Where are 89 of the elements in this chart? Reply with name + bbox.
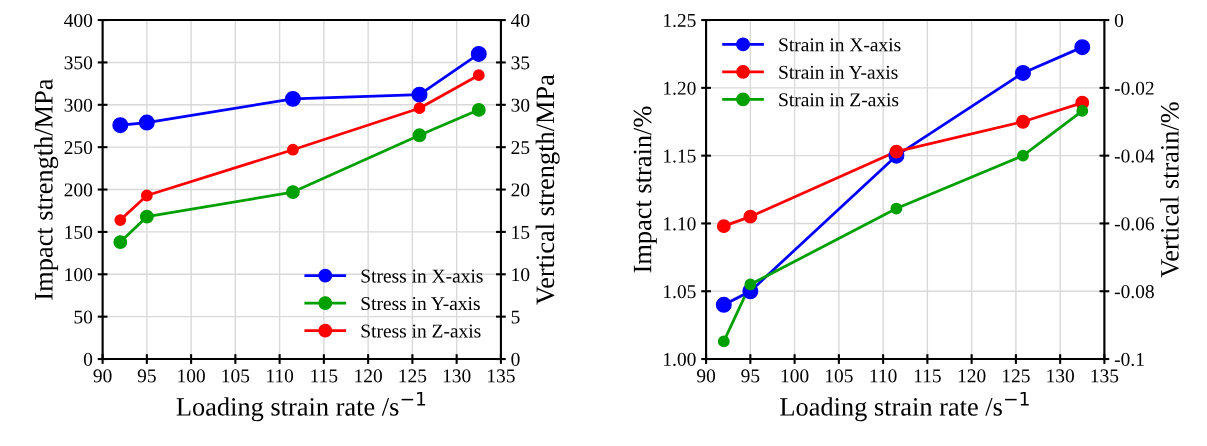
x-tick-label: 110: [267, 369, 294, 383]
legend-label: Strain in Y-axis: [779, 65, 898, 79]
x-tick-label: 90: [93, 369, 112, 383]
x-tick-label: 110: [870, 369, 897, 383]
legend-label: Strain in X-axis: [779, 38, 901, 52]
point: [716, 219, 731, 234]
point: [114, 214, 127, 226]
y-tick-label: 50: [74, 310, 93, 324]
x-tick-label: 105: [222, 369, 250, 383]
point: [138, 114, 155, 131]
x-tick-label: 100: [178, 369, 205, 383]
point: [284, 90, 301, 107]
point: [1017, 149, 1029, 162]
point: [1016, 114, 1030, 129]
y2-tick-label: -0.1: [1114, 352, 1144, 367]
y2-tick-label: 0: [511, 352, 520, 366]
x-tick-label: 105: [825, 369, 853, 383]
x-tick-label: 95: [137, 369, 156, 383]
point: [285, 185, 300, 200]
y-tick-label: 400: [64, 13, 93, 28]
point: [470, 45, 487, 62]
y-tick-label: 200: [64, 183, 93, 197]
x-tick-label: 120: [355, 369, 382, 383]
y-axis-title: Impact strength/MPa: [34, 78, 59, 300]
point: [413, 102, 426, 115]
y2-tick-label: -0.08: [1114, 285, 1154, 299]
y-tick-label: 300: [64, 98, 93, 112]
point: [743, 209, 758, 224]
y2-tick-label: -0.02: [1114, 81, 1154, 95]
point: [412, 128, 427, 143]
x-axis-title: Loading strain rate /s$^{−1}$: [780, 391, 1029, 422]
y-tick-label: 350: [64, 56, 93, 70]
point: [1014, 64, 1031, 81]
y-tick-label: 150: [65, 225, 93, 239]
x-tick-label: 95: [741, 369, 760, 383]
y2-tick-label: 5: [511, 310, 520, 324]
legend-label: Stress in Y-axis: [361, 297, 480, 311]
y-tick-label: 1.25: [664, 13, 696, 28]
y-tick-label: 1.10: [664, 217, 696, 231]
point: [286, 143, 299, 156]
point: [744, 278, 757, 291]
y-axis-title: Impact strain/%: [633, 106, 657, 273]
x-tick-label: 90: [697, 369, 716, 383]
y-tick-label: 1.20: [664, 81, 696, 95]
y-tick-label: 1.05: [664, 285, 696, 299]
y2-tick-label: 10: [512, 268, 530, 282]
x-tick-label: 125: [1003, 369, 1030, 383]
point: [411, 86, 428, 103]
point: [1074, 39, 1091, 56]
x-tick-label: 100: [781, 369, 809, 383]
legend-label: Stress in X-axis: [361, 269, 483, 283]
y2-tick-label: -0.06: [1114, 217, 1155, 231]
y2-axis-title: Vertical strength/MPa: [535, 74, 560, 305]
x-tick-label: 130: [1047, 369, 1074, 383]
point: [890, 202, 903, 215]
point: [472, 69, 485, 82]
point: [889, 144, 904, 159]
y2-tick-label: 35: [511, 56, 530, 70]
x-tick-label: 135: [488, 369, 515, 383]
point: [717, 335, 730, 348]
point: [139, 209, 154, 224]
y2-tick-label: 15: [512, 225, 530, 239]
y-tick-label: 250: [64, 141, 93, 155]
x-tick-label: 115: [914, 369, 941, 383]
y-tick-label: 1.15: [664, 149, 696, 163]
x-axis-title: Loading strain rate /s$^{−1}$: [176, 391, 426, 422]
x-tick-label: 125: [399, 369, 427, 383]
y2-tick-label: 25: [511, 141, 530, 155]
y-tick-label: 0: [83, 352, 93, 366]
y-tick-label: 1.00: [664, 352, 696, 367]
x-tick-label: 120: [958, 369, 986, 383]
x-tick-label: 115: [311, 369, 338, 383]
point: [140, 189, 153, 202]
point: [471, 102, 486, 117]
legend-label: Strain in Z-axis: [779, 93, 899, 107]
y2-tick-label: 30: [511, 98, 530, 112]
y2-tick-label: -0.04: [1114, 149, 1155, 163]
legend-label: Stress in Z-axis: [361, 324, 481, 338]
y2-tick-label: 20: [511, 183, 530, 197]
y2-tick-label: 40: [511, 13, 530, 28]
x-tick-label: 135: [1091, 369, 1119, 383]
x-tick-label: 130: [443, 369, 471, 383]
y-tick-label: 100: [65, 268, 93, 282]
point: [1076, 105, 1089, 117]
y2-tick-label: 0: [1114, 13, 1124, 28]
point: [113, 235, 128, 250]
point: [715, 296, 732, 313]
point: [112, 117, 129, 134]
y2-axis-title: Vertical strain/%: [1160, 102, 1179, 278]
